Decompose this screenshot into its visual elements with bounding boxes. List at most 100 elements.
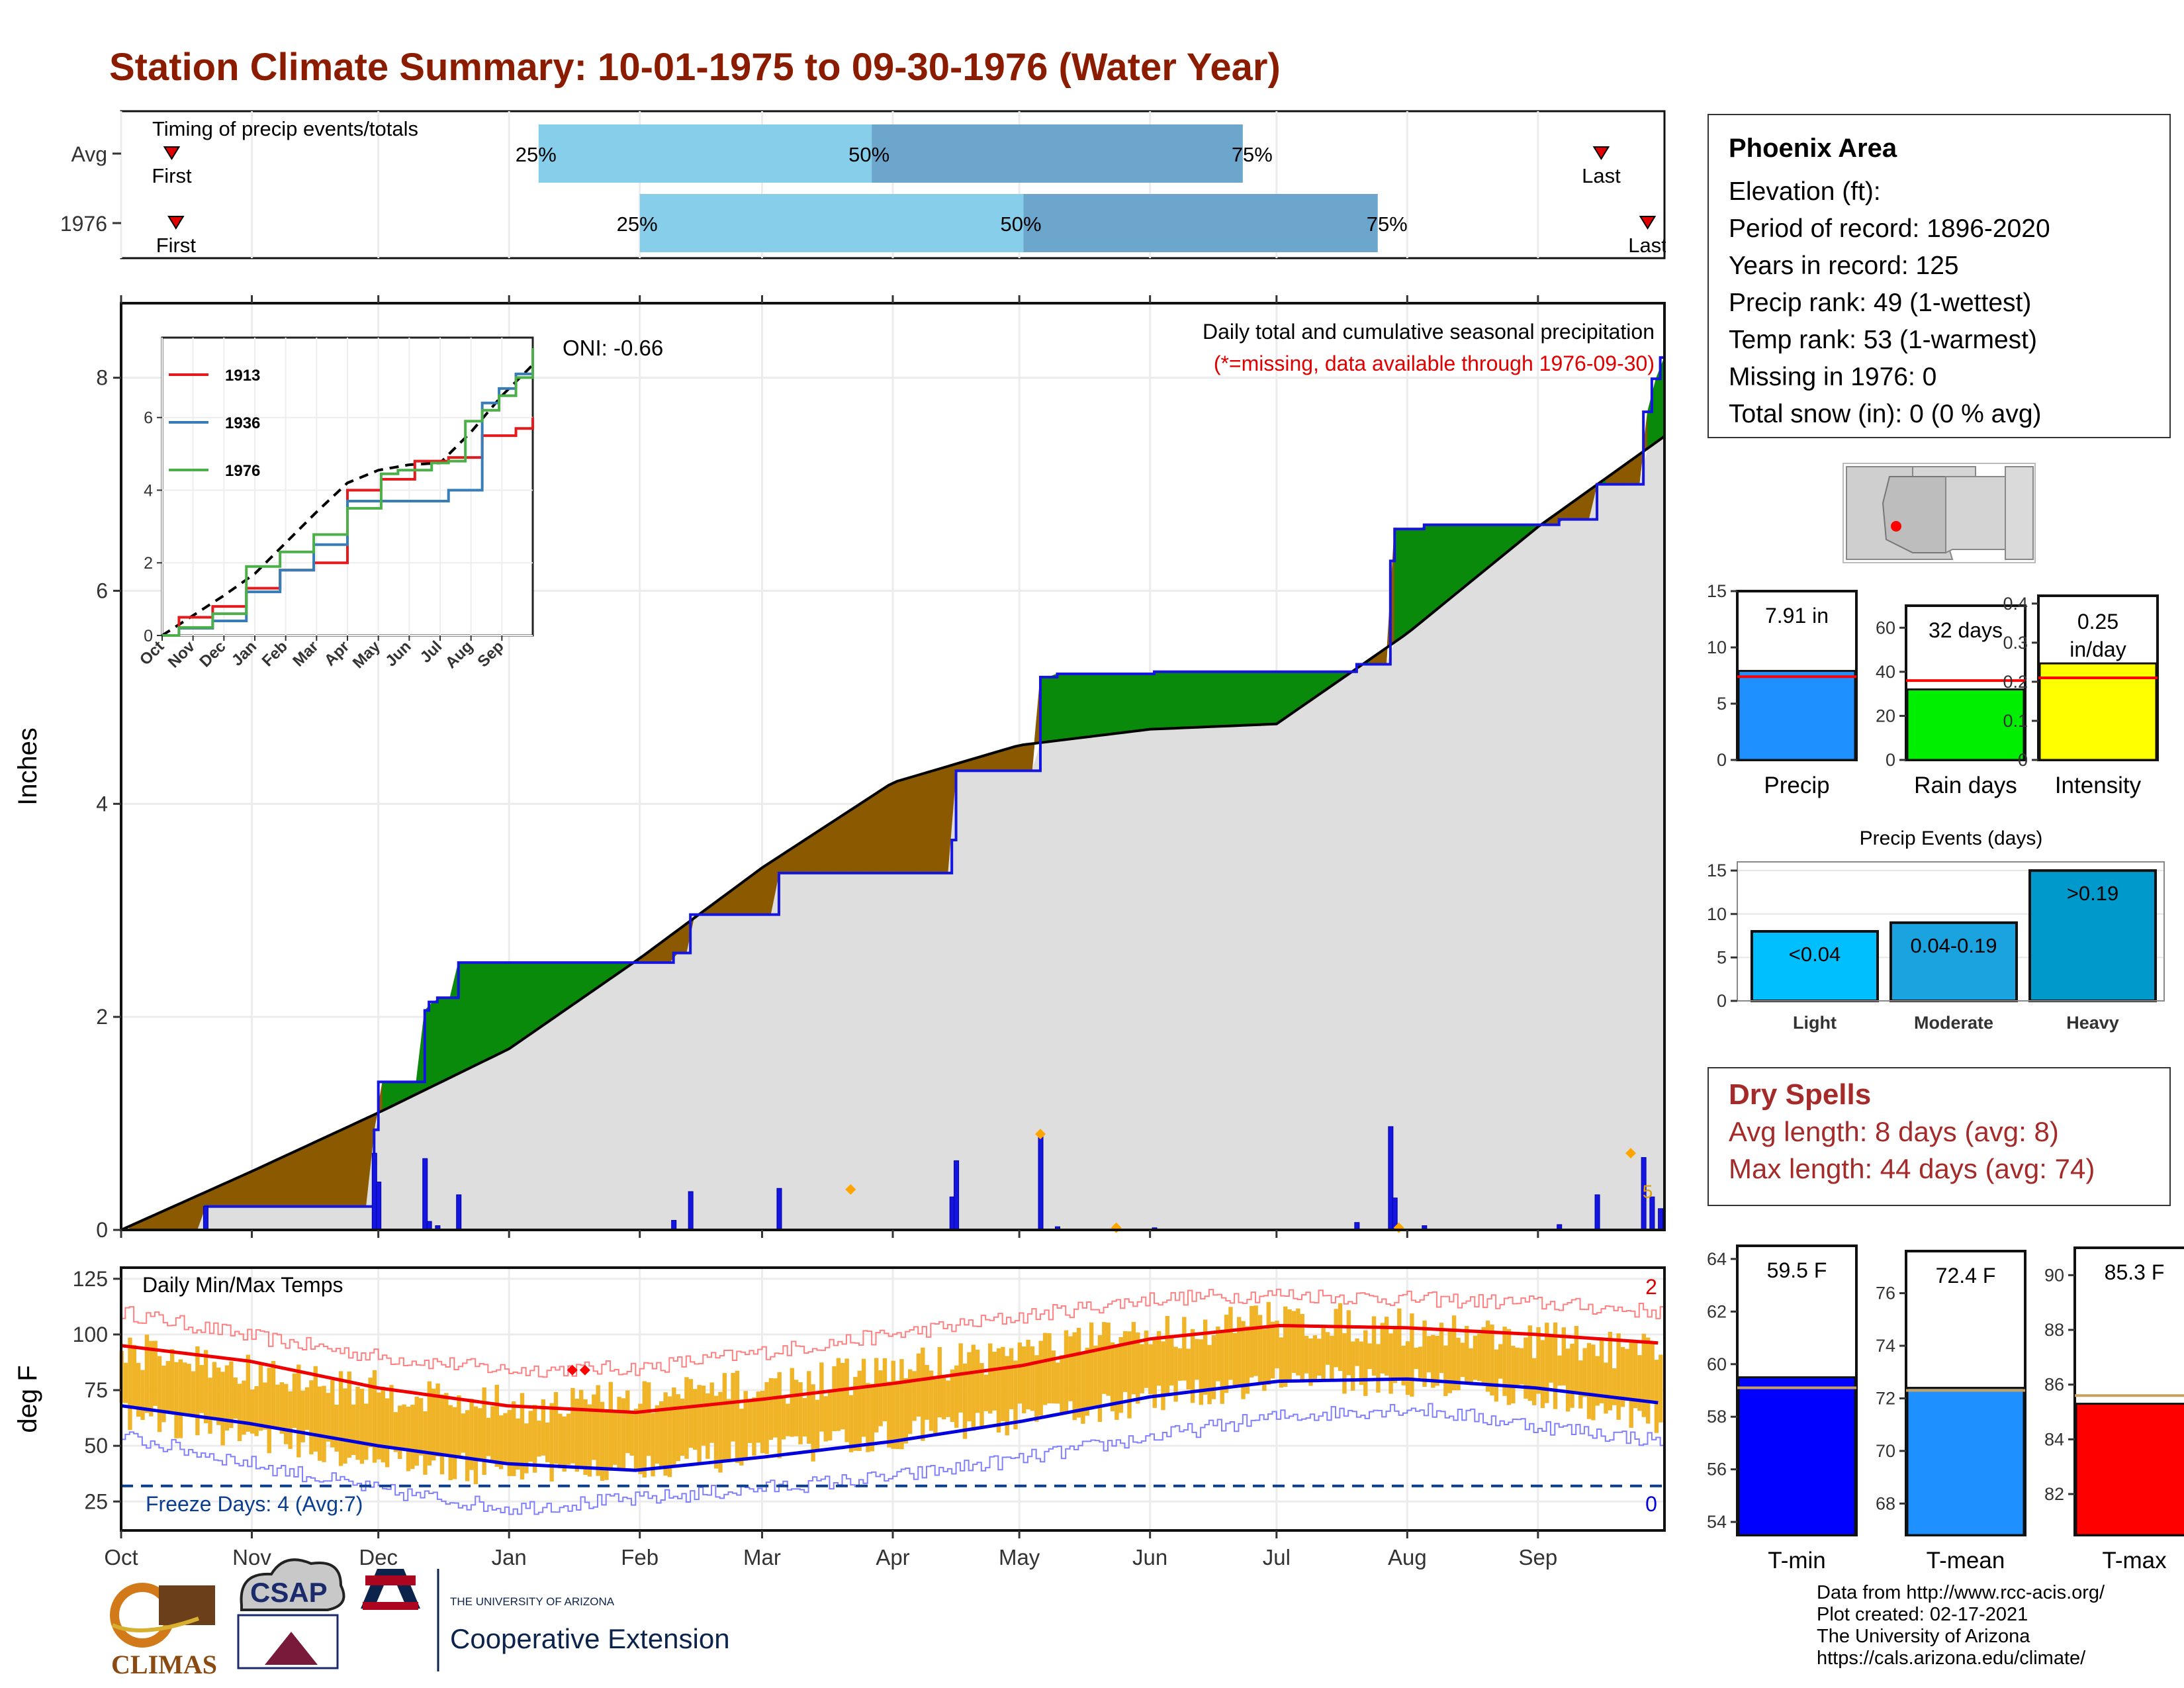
- daily-temp-range-bar: [1481, 1327, 1486, 1385]
- daily-temp-range-bar: [933, 1379, 938, 1436]
- daily-temp-range-bar: [958, 1343, 963, 1413]
- daily-temp-range-bar: [764, 1382, 769, 1454]
- daily-temp-range-bar: [663, 1392, 668, 1476]
- daily-temp-range-bar: [891, 1360, 895, 1449]
- daily-temp-range-bar: [132, 1344, 137, 1406]
- daily-temp-range-bar: [811, 1384, 815, 1462]
- daily-temp-range-bar: [279, 1382, 285, 1434]
- daily-temp-range-bar: [1085, 1347, 1089, 1416]
- daily-temp-range-bar: [672, 1387, 676, 1465]
- daily-temp-range-bar: [684, 1377, 689, 1459]
- daily-temp-range-bar: [608, 1382, 614, 1471]
- daily-temp-range-bar: [807, 1371, 811, 1444]
- daily-temp-range-bar: [1144, 1331, 1149, 1388]
- inset-ytick-label: 6: [144, 409, 153, 428]
- daily-temp-range-bar: [1629, 1340, 1633, 1428]
- daily-temp-range-bar: [992, 1352, 997, 1411]
- daily-temp-range-bar: [1477, 1333, 1482, 1382]
- daily-temp-range-bar: [1131, 1322, 1136, 1395]
- daily-temp-range-bar: [680, 1398, 685, 1456]
- timing-row-label: Avg: [71, 142, 107, 166]
- daily-temp-range-bar: [275, 1384, 280, 1429]
- temp-ytick-label: 25: [84, 1489, 108, 1513]
- daily-temp-range-bar: [574, 1398, 580, 1472]
- daily-temp-range-bar: [123, 1362, 128, 1403]
- daily-temp-range-bar: [187, 1364, 191, 1416]
- daily-temp-range-bar: [802, 1397, 807, 1437]
- daily-temp-range-bar: [1321, 1325, 1326, 1382]
- month-label: Aug: [1388, 1545, 1427, 1570]
- event-bar-label: >0.19: [2067, 882, 2118, 905]
- mini-bar-label: in/day: [2070, 637, 2126, 661]
- daily-temp-range-bar: [587, 1404, 592, 1477]
- daily-temp-range-bar: [524, 1423, 529, 1474]
- daily-temp-range-bar: [461, 1413, 465, 1453]
- mini-bar-ytick-label: 84: [2044, 1429, 2064, 1449]
- daily-temp-range-bar: [929, 1370, 934, 1431]
- daily-temp-range-bar: [343, 1388, 347, 1464]
- mini-bar-value: [1737, 1376, 1856, 1536]
- daily-temp-range-bar: [288, 1391, 293, 1449]
- daily-temp-range-bar: [220, 1372, 225, 1446]
- timing-clip: [1666, 110, 1692, 259]
- daily-temp-range-bar: [1426, 1336, 1432, 1373]
- daily-temp-range-bar: [1540, 1340, 1545, 1409]
- oni-label: ONI: -0.66: [563, 336, 663, 360]
- events-ytick-label: 5: [1717, 947, 1727, 967]
- station-location-map: [1843, 463, 2036, 563]
- daily-temp-range-bar: [1536, 1327, 1541, 1394]
- mini-bar-value: [1906, 688, 2025, 761]
- daily-temp-range-bar: [1072, 1332, 1077, 1421]
- timing-p25-label: 25%: [617, 212, 658, 236]
- mini-bar-ytick-label: 0: [1886, 750, 1895, 770]
- daily-temp-range-bar: [359, 1388, 365, 1464]
- mini-bar-name: Intensity: [2055, 773, 2142, 798]
- daily-temp-range-bar: [848, 1395, 854, 1452]
- daily-temp-range-bar: [541, 1399, 546, 1456]
- daily-temp-range-bar: [625, 1390, 630, 1454]
- daily-temp-range-bar: [1097, 1335, 1103, 1423]
- daily-temp-range-bar: [1034, 1355, 1039, 1422]
- daily-temp-range-bar: [722, 1373, 727, 1462]
- daily-temp-range-bar: [638, 1403, 643, 1474]
- inset-cumulative-chart: 1913193619760246OctNovDecJanFebMarAprMay…: [136, 336, 534, 672]
- mini-bar-name: T-max: [2102, 1548, 2167, 1573]
- daily-temp-range-bar: [1359, 1341, 1364, 1385]
- daily-temp-range-bar: [473, 1406, 478, 1485]
- daily-temp-range-bar: [1140, 1344, 1144, 1393]
- daily-precip-bar: [671, 1220, 677, 1231]
- daily-temp-range-bar: [1401, 1345, 1406, 1385]
- daily-temp-range-bar: [937, 1346, 942, 1418]
- daily-temp-range-bar: [1637, 1355, 1642, 1411]
- info-period: Period of record: 1896-2020: [1729, 214, 2050, 243]
- daily-temp-range-bar: [827, 1389, 833, 1441]
- daily-temp-range-bar: [1595, 1356, 1600, 1406]
- daily-temp-range-bar: [267, 1368, 271, 1454]
- daily-temp-range-bar: [490, 1406, 495, 1463]
- daily-temp-range-bar: [368, 1378, 373, 1448]
- daily-temp-range-bar: [1190, 1329, 1195, 1403]
- month-label: Dec: [359, 1545, 398, 1570]
- daily-temp-range-bar: [1388, 1333, 1393, 1394]
- precip-ytick-label: 2: [96, 1005, 108, 1029]
- credits: Data from http://www.rcc-acis.org/ Plot …: [1817, 1582, 2105, 1669]
- daily-temp-range-bar: [1042, 1333, 1048, 1405]
- timing-p75-label: 75%: [1232, 143, 1273, 166]
- daily-temp-range-bar: [149, 1340, 154, 1417]
- daily-temp-range-bar: [1275, 1321, 1279, 1369]
- daily-temp-range-bar: [899, 1359, 904, 1450]
- daily-temp-range-bar: [823, 1396, 828, 1442]
- daily-temp-range-bar: [596, 1385, 600, 1476]
- event-bar: [1889, 921, 2018, 1002]
- daily-temp-range-bar: [950, 1369, 955, 1423]
- mini-bar-ytick-label: 76: [1876, 1284, 1895, 1303]
- daily-temp-range-bar: [191, 1371, 196, 1415]
- event-bar: [1751, 930, 1879, 1002]
- daily-temp-range-bar: [427, 1381, 432, 1466]
- daily-temp-range-bar: [1064, 1330, 1069, 1413]
- daily-temp-range-bar: [752, 1397, 756, 1456]
- precip-ytick-label: 4: [96, 792, 108, 816]
- station-marker: [1891, 521, 1901, 532]
- daily-temp-range-bar: [768, 1378, 774, 1440]
- timing-bar-50-75: [872, 124, 1243, 183]
